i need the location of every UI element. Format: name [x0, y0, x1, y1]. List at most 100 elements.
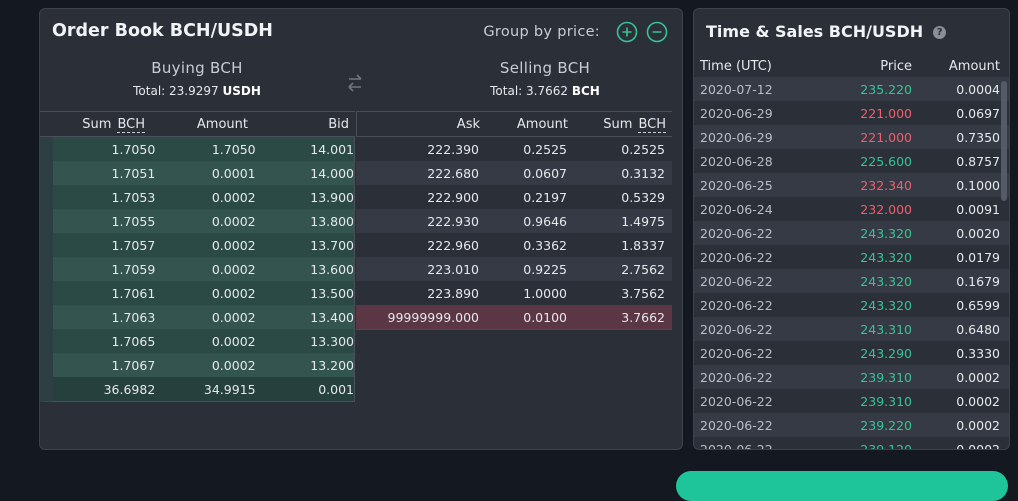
trade-time: 2020-06-28: [700, 153, 773, 169]
bid-row[interactable]: 1.7057 0.0002 13.700: [40, 233, 354, 257]
amount-header: Amount: [948, 58, 1000, 74]
bid-sum: 1.7063: [111, 309, 156, 325]
trade-time: 2020-06-22: [700, 417, 773, 433]
bid-row[interactable]: 1.7061 0.0002 13.500: [40, 281, 354, 305]
time-sales-title-text: Time & Sales BCH/USDH: [706, 22, 924, 41]
selling-header: Selling BCH Total: 3.7662 BCH: [390, 59, 682, 98]
buying-title: Buying BCH: [151, 59, 243, 77]
minus-circle-icon[interactable]: [646, 21, 668, 43]
trade-time: 2020-06-24: [700, 201, 773, 217]
bid-amount: 1.7050: [211, 141, 256, 157]
ask-price: 223.010: [427, 261, 479, 277]
bid-row[interactable]: 1.7055 0.0002 13.800: [40, 209, 354, 233]
trade-price: 232.000: [860, 201, 912, 217]
ask-price: 99999999.000: [387, 309, 479, 325]
ask-row[interactable]: 222.900 0.2197 0.5329: [356, 185, 672, 209]
ask-price: 223.890: [427, 285, 479, 301]
trade-amount: 0.0020: [956, 225, 1000, 241]
trade-time: 2020-07-12: [700, 81, 773, 97]
bid-price: 14.000: [310, 165, 354, 181]
ask-row[interactable]: 99999999.000 0.0100 3.7662: [356, 305, 672, 330]
ask-amount: 1.0000: [523, 285, 567, 301]
trade-time: 2020-06-29: [700, 105, 773, 121]
time-sales-scrollbar[interactable]: [1001, 81, 1007, 201]
trade-amount: 0.0091: [956, 201, 1000, 217]
action-button[interactable]: [676, 471, 1008, 501]
ask-row[interactable]: 222.930 0.9646 1.4975: [356, 209, 672, 233]
ask-amount: 0.3362: [523, 237, 567, 253]
buying-header: Buying BCH Total: 23.9297 USDH: [42, 59, 352, 98]
time-sales-header-row: Time (UTC) Price Amount: [694, 55, 1009, 77]
selling-title: Selling BCH: [499, 59, 591, 77]
ask-sum: 3.7562: [621, 285, 665, 301]
swap-arrows-icon[interactable]: [346, 72, 364, 94]
buying-total-value: Total: 23.9297: [133, 84, 219, 98]
bid-row[interactable]: 1.7067 0.0002 13.200: [40, 353, 354, 377]
trade-time: 2020-06-22: [700, 297, 773, 313]
bid-sum: 1.7067: [111, 357, 156, 373]
trade-time: 2020-06-22: [700, 273, 773, 289]
trade-row: 2020-06-24 232.000 0.0091: [694, 197, 1009, 221]
bid-row[interactable]: 1.7050 1.7050 14.001: [40, 137, 354, 161]
bid-row[interactable]: 1.7063 0.0002 13.400: [40, 305, 354, 329]
asks-sum-unit[interactable]: BCH: [638, 116, 666, 133]
ask-amount: 0.0100: [523, 309, 567, 325]
trade-price: 221.000: [860, 129, 912, 145]
help-icon[interactable]: ?: [933, 26, 947, 39]
trade-row: 2020-06-22 243.320 0.6599: [694, 293, 1009, 317]
ask-price: 222.680: [427, 165, 479, 181]
trade-amount: 0.0002: [956, 369, 1000, 385]
asks-rows: 222.390 0.2525 0.2525 222.680 0.0607 0.3132 22…: [356, 137, 672, 330]
bid-row[interactable]: 1.7065 0.0002 13.300: [40, 329, 354, 353]
ask-row[interactable]: 223.010 0.9225 2.7562: [356, 257, 672, 281]
buying-total: Total: 23.9297 USDH: [42, 84, 352, 98]
trade-amount: 0.0002: [956, 393, 1000, 409]
time-sales-table: Time (UTC) Price Amount 2020-07-12 235.22…: [694, 55, 1009, 449]
ask-amount: 0.2197: [523, 189, 567, 205]
trade-row: 2020-06-22 243.290 0.3330: [694, 341, 1009, 365]
trade-row: 2020-06-22 239.120 0.0002: [694, 437, 1009, 450]
asks-table: Ask Amount Sum BCH 222.390 0.2525 0.2525 222…: [356, 111, 672, 330]
bid-price: 13.800: [310, 213, 354, 229]
ask-row[interactable]: 222.960 0.3362 1.8337: [356, 233, 672, 257]
bids-amount-header: Amount: [196, 116, 248, 132]
bids-sum-label: Sum: [82, 116, 112, 132]
trade-price: 239.310: [860, 393, 912, 409]
bids-price-header: Bid: [328, 116, 349, 132]
time-sales-panel: Time & Sales BCH/USDH? Time (UTC) Price …: [693, 8, 1010, 450]
bid-amount: 0.0002: [211, 261, 256, 277]
group-by-price: Group by price:: [483, 21, 668, 43]
bids-sum-unit[interactable]: BCH: [117, 116, 145, 133]
ask-sum: 1.4975: [621, 213, 665, 229]
bid-price: 13.900: [310, 189, 354, 205]
trade-price: 243.320: [860, 249, 912, 265]
bid-sum: 1.7057: [111, 237, 156, 253]
time-header: Time (UTC): [700, 58, 772, 74]
trade-row: 2020-06-22 243.320 0.0020: [694, 221, 1009, 245]
asks-amount-header: Amount: [516, 116, 568, 132]
bid-row[interactable]: 36.6982 34.9915 0.001: [40, 377, 354, 402]
ask-price: 222.960: [427, 237, 479, 253]
bid-row[interactable]: 1.7059 0.0002 13.600: [40, 257, 354, 281]
trade-price: 239.220: [860, 417, 912, 433]
ask-row[interactable]: 222.390 0.2525 0.2525: [356, 137, 672, 161]
trade-price: 243.320: [860, 225, 912, 241]
bid-price: 14.001: [310, 141, 354, 157]
ask-row[interactable]: 222.680 0.0607 0.3132: [356, 161, 672, 185]
bid-row[interactable]: 1.7051 0.0001 14.000: [40, 161, 354, 185]
trade-amount: 0.8757: [956, 153, 1000, 169]
bid-sum: 36.6982: [103, 381, 156, 397]
bid-price: 13.200: [310, 357, 354, 373]
ask-row[interactable]: 223.890 1.0000 3.7562: [356, 281, 672, 305]
trade-price: 232.340: [860, 177, 912, 193]
ask-amount: 0.9646: [523, 213, 567, 229]
plus-circle-icon[interactable]: [616, 21, 638, 43]
bid-row[interactable]: 1.7053 0.0002 13.900: [40, 185, 354, 209]
trade-row: 2020-06-29 221.000 0.7350: [694, 125, 1009, 149]
ask-sum: 2.7562: [621, 261, 665, 277]
trade-price: 225.600: [860, 153, 912, 169]
bid-amount: 0.0002: [211, 333, 256, 349]
ask-price: 222.390: [427, 141, 479, 157]
trade-time: 2020-06-22: [700, 345, 773, 361]
trade-amount: 0.1000: [956, 177, 1000, 193]
